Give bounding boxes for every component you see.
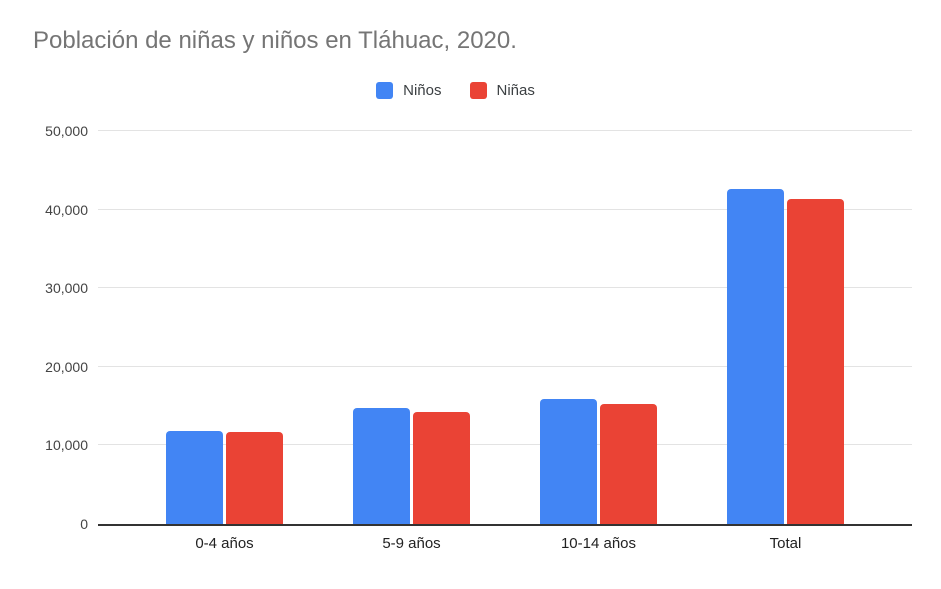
bar-group-0 xyxy=(131,131,318,524)
bar-niñas-1[interactable] xyxy=(413,411,470,524)
y-axis-tick-label: 50,000 xyxy=(45,123,88,139)
y-axis-tick-label: 10,000 xyxy=(45,437,88,454)
bar-niños-1[interactable] xyxy=(353,407,410,524)
legend-item-1[interactable]: Niñas xyxy=(469,81,535,99)
x-axis-label-0: 0-4 años xyxy=(195,535,254,552)
bar-niños-0[interactable] xyxy=(166,430,223,524)
legend-label: Niñas xyxy=(496,81,535,99)
plot-area xyxy=(98,130,912,526)
x-axis-label-2: 10-14 años xyxy=(560,535,637,552)
y-axis: 0 10,000 20,000 30,000 40,000 50,000 xyxy=(0,123,88,532)
y-axis-tick-label: 0 xyxy=(80,516,88,532)
gridline xyxy=(98,365,912,367)
gridline xyxy=(98,208,912,210)
bar-group-2 xyxy=(505,131,692,524)
bar-group-1 xyxy=(318,131,505,524)
bar-niños-3[interactable] xyxy=(727,189,784,524)
bar-niñas-3[interactable] xyxy=(787,199,844,524)
legend-swatch-icon xyxy=(469,81,487,99)
bar-niñas-0[interactable] xyxy=(226,432,283,524)
x-axis-label-3: Total xyxy=(769,535,802,552)
y-axis-tick-label: 40,000 xyxy=(45,201,88,218)
legend-item-0[interactable]: Niños xyxy=(376,81,442,99)
y-axis-tick-label: 30,000 xyxy=(45,280,88,297)
chart-legend: Niños Niñas xyxy=(0,80,911,100)
x-axis-label-1: 5-9 años xyxy=(382,535,441,552)
bar-group-3 xyxy=(692,131,879,524)
legend-swatch-icon xyxy=(376,81,394,99)
gridline xyxy=(98,444,912,446)
bar-groups xyxy=(98,131,912,524)
y-axis-tick-label: 20,000 xyxy=(45,358,88,375)
bar-niños-2[interactable] xyxy=(540,399,597,524)
gridline xyxy=(98,287,912,289)
chart-title: Población de niñas y niños en Tláhuac, 2… xyxy=(33,27,517,54)
legend-label: Niños xyxy=(403,81,442,99)
gridline xyxy=(98,130,912,131)
x-axis: 0-4 años 5-9 años 10-14 años Total xyxy=(98,535,912,552)
bar-niñas-2[interactable] xyxy=(600,403,657,524)
